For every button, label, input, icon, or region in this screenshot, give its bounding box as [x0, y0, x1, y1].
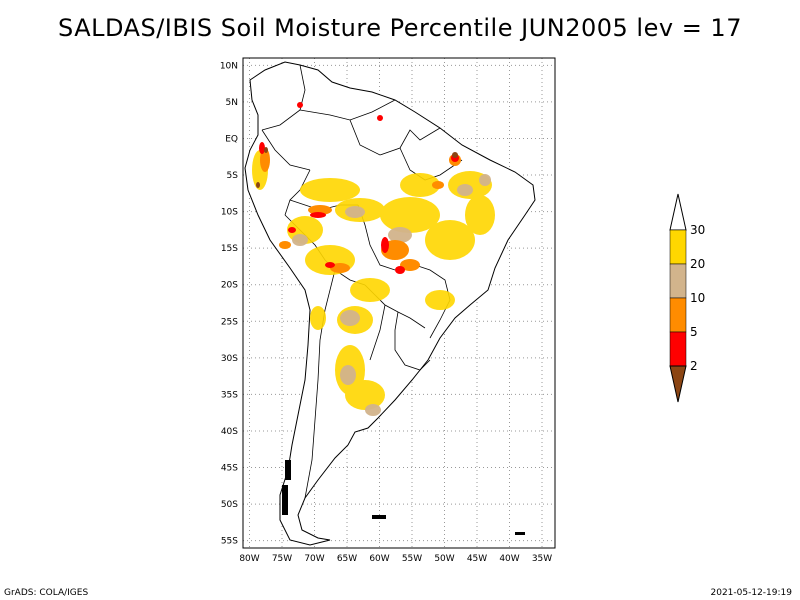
- lat-tick-label: 5S: [227, 171, 239, 181]
- lat-tick-label: 20S: [221, 281, 238, 291]
- lat-tick-label: 10N: [220, 61, 238, 71]
- lat-tick-label: 45S: [221, 464, 238, 474]
- lon-tick-label: 40W: [499, 554, 519, 564]
- legend-label: 10: [690, 291, 705, 305]
- lon-tick-label: 75W: [272, 554, 292, 564]
- legend-bin: [669, 331, 687, 367]
- lon-tick-label: 45W: [467, 554, 487, 564]
- lat-tick-label: 40S: [221, 427, 238, 437]
- lat-tick-label: 35S: [221, 390, 238, 400]
- legend-bin: [669, 263, 687, 299]
- latitude-axis: 10N 5N EQ 5S 10S 15S 20S 25S 30S 35S 40S 45S 50S 55S: [220, 61, 238, 546]
- lat-tick-label: 15S: [221, 244, 238, 254]
- lat-tick-label: 25S: [221, 317, 238, 327]
- lat-tick-label: 5N: [226, 98, 238, 108]
- lon-tick-label: 60W: [369, 554, 389, 564]
- legend-label: 20: [690, 257, 705, 271]
- lon-tick-label: 55W: [402, 554, 422, 564]
- map-frame: [242, 57, 556, 549]
- lat-tick-label: 50S: [221, 500, 238, 510]
- lon-tick-label: 50W: [434, 554, 454, 564]
- lon-tick-label: 35W: [532, 554, 552, 564]
- legend-label: 5: [690, 325, 698, 339]
- lat-tick-label: 10S: [221, 208, 238, 218]
- legend-bin-over: [669, 193, 687, 231]
- lat-tick-label: EQ: [225, 134, 238, 144]
- lat-tick-label: 30S: [221, 354, 238, 364]
- legend-bin: [669, 297, 687, 333]
- legend-label: 30: [690, 223, 705, 237]
- legend-bin: [669, 229, 687, 265]
- percentile-shading: [252, 102, 525, 535]
- lon-tick-label: 80W: [239, 554, 259, 564]
- map-title: SALDAS/IBIS Soil Moisture Percentile JUN…: [58, 14, 742, 42]
- legend-bin-under: [669, 365, 687, 403]
- colorbar-legend: 2 5 10 20 30: [669, 193, 705, 403]
- footer-credit: GrADS: COLA/IGES: [4, 588, 89, 598]
- footer-timestamp: 2021-05-12-19:19: [710, 588, 793, 598]
- lon-tick-label: 65W: [337, 554, 357, 564]
- lon-tick-label: 70W: [304, 554, 324, 564]
- lat-tick-label: 55S: [221, 537, 238, 547]
- longitude-axis: 80W 75W 70W 65W 60W 55W 50W 45W 40W 35W: [239, 554, 552, 564]
- legend-label: 2: [690, 359, 698, 373]
